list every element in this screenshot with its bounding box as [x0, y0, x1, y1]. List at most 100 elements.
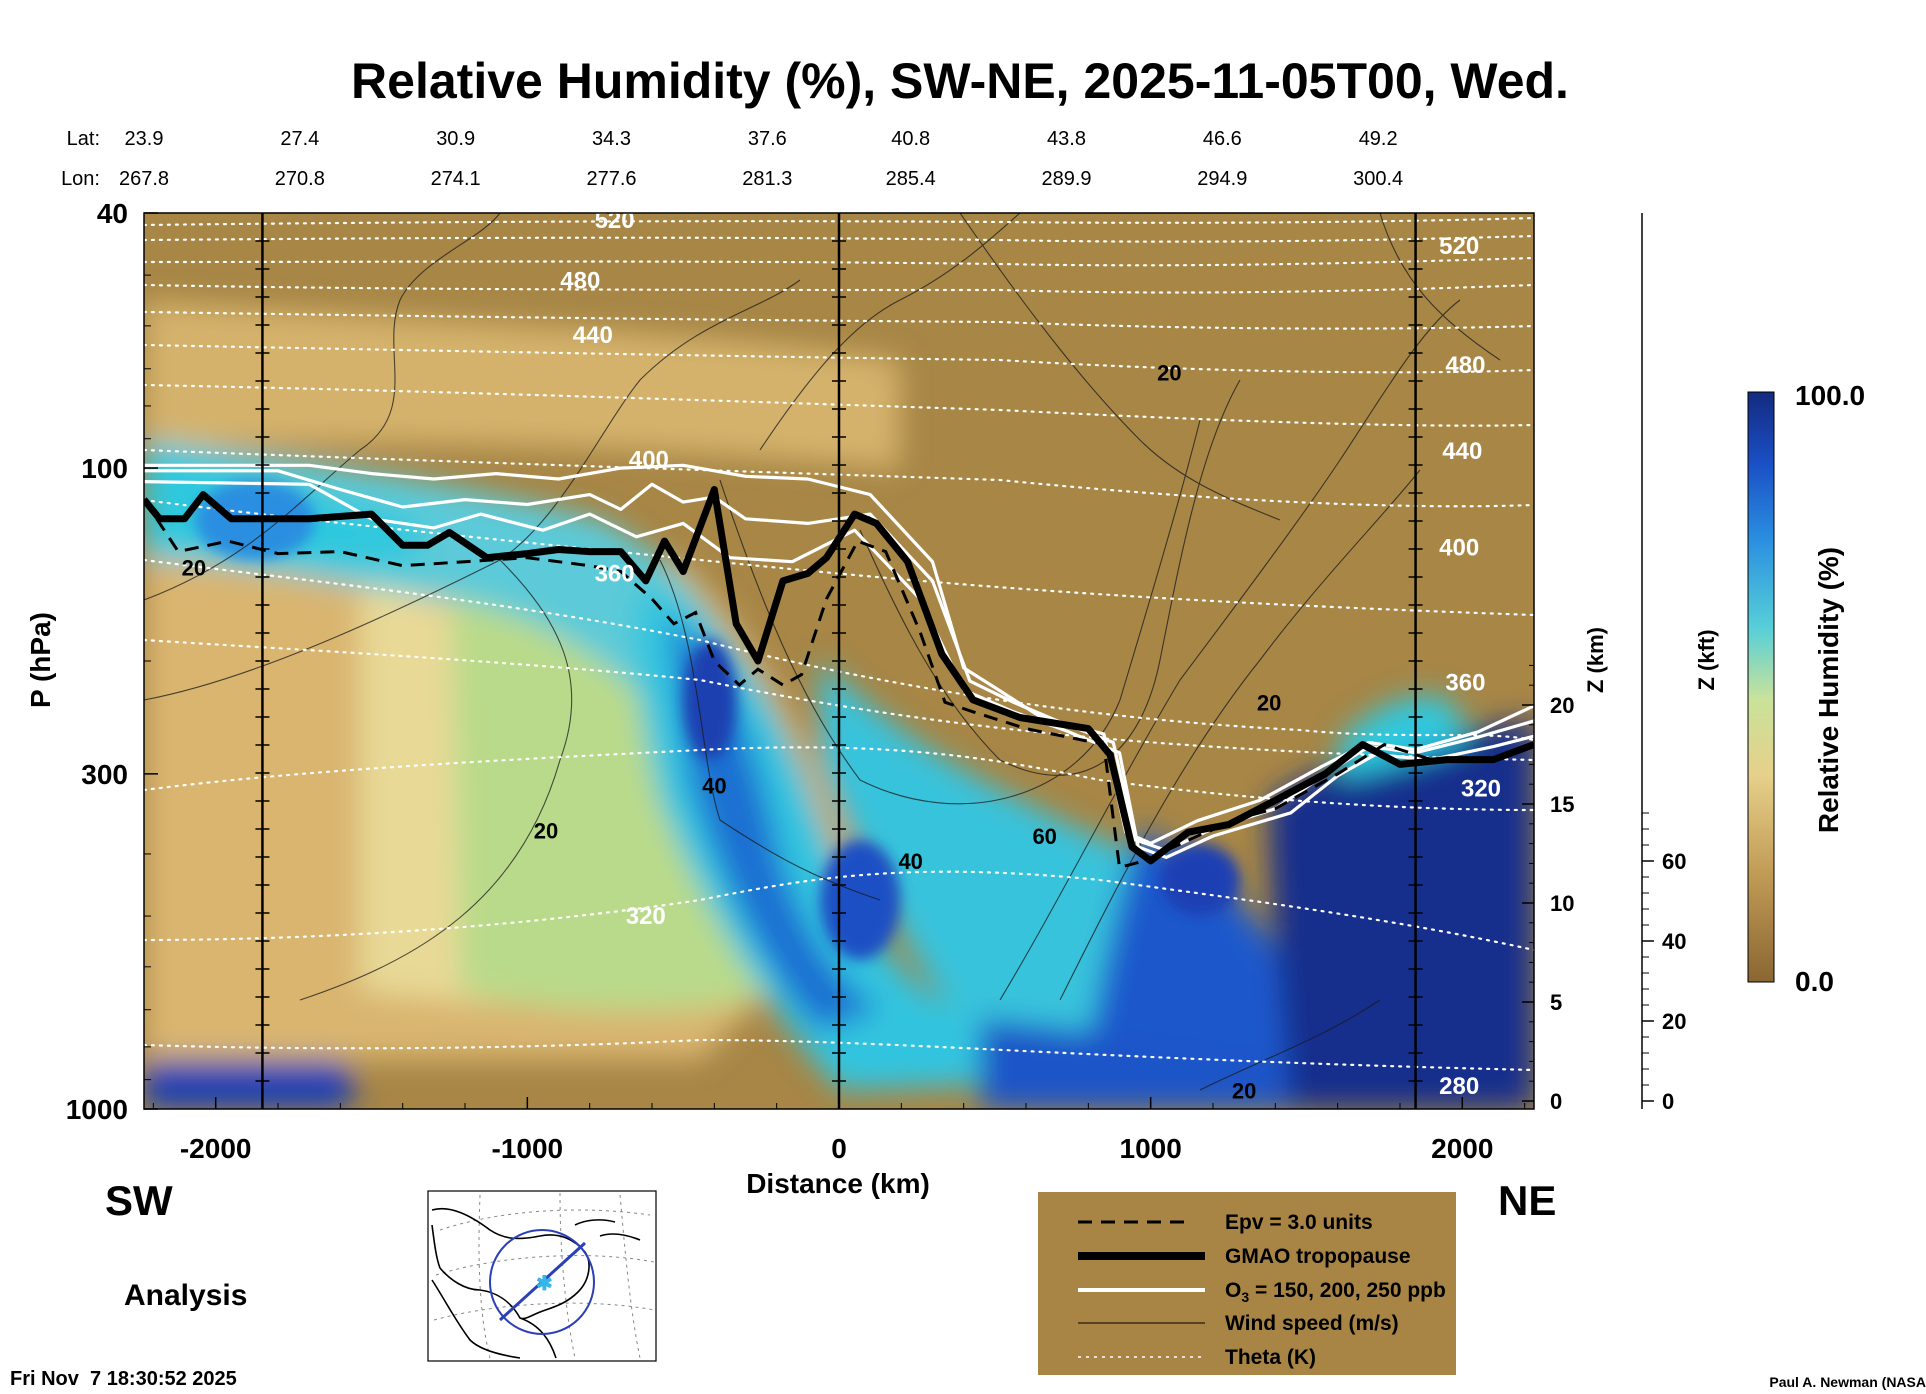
wind-contour-label: 20: [1232, 1078, 1256, 1103]
theta-contour-label: 320: [1461, 775, 1501, 802]
wind-contour-label: 40: [702, 774, 726, 799]
z-km-axis: 20 15 10 5 0: [1522, 664, 1574, 1114]
theta-contour-label: 440: [1442, 438, 1482, 465]
y-axis-label: P (hPa): [25, 612, 56, 708]
x-axis-label: Distance (km): [746, 1168, 930, 1199]
sw-direction-label: SW: [105, 1177, 173, 1224]
humidity-tan-upper: [144, 300, 900, 470]
lat-value: 40.8: [891, 128, 930, 150]
lon-value: 274.1: [431, 168, 481, 190]
lon-value: 267.8: [119, 168, 169, 190]
map-center-marker: ✱: [536, 1273, 553, 1295]
theta-contour-label: 280: [1439, 1073, 1479, 1100]
z-kft-axis-label: Z (kft): [1694, 629, 1719, 690]
wind-contour-label: 20: [1157, 361, 1181, 386]
wind-contour: [659, 559, 881, 901]
colorbar-min-label: 0.0: [1795, 966, 1834, 997]
humidity-navy-patch-mid: [820, 840, 900, 960]
z-kft-axis: 60 40 20 0: [1641, 213, 1686, 1114]
z-kft-tick-label: 40: [1662, 929, 1686, 954]
lat-value: 27.4: [280, 128, 319, 150]
lon-value: 270.8: [275, 168, 325, 190]
y-axis: 40 100 300 1000: [66, 198, 158, 1125]
humidity-surface-blue: [144, 1060, 355, 1109]
lat-lon-rows: 23.9 267.8 27.4 270.8 30.9 274.1 34.3 277.6 37.6…: [119, 128, 1403, 190]
y-tick-label: 300: [81, 759, 128, 790]
lon-value: 300.4: [1353, 168, 1403, 190]
wind-contour-label: 20: [1257, 690, 1281, 715]
wind-contour-label: 40: [898, 849, 922, 874]
theta-contour-label: 360: [1445, 669, 1485, 696]
humidity-navy-patch-center: [684, 640, 736, 760]
wind-contour-label: 20: [182, 556, 206, 581]
lat-value: 37.6: [748, 128, 787, 150]
z-km-axis-label: Z (km): [1583, 627, 1608, 693]
lon-value: 294.9: [1197, 168, 1247, 190]
lat-value: 46.6: [1203, 128, 1242, 150]
y-tick-label: 1000: [66, 1094, 128, 1125]
wind-contour: [144, 213, 501, 601]
chart-title: Relative Humidity (%), SW-NE, 2025-11-05…: [351, 53, 1569, 109]
legend-tropopause-label: GMAO tropopause: [1225, 1245, 1411, 1268]
x-tick-label: 1000: [1120, 1133, 1182, 1164]
theta-contour: [144, 256, 1534, 267]
wind-contour-label: 20: [534, 819, 558, 844]
timestamp: Fri Nov 7 18:30:52 2025: [10, 1368, 237, 1390]
wind-contour-label: 60: [1032, 824, 1056, 849]
lat-label: Lat:: [67, 128, 100, 150]
wind-contour: [959, 213, 1281, 521]
credit: Paul A. Newman (NASA: [1769, 1374, 1926, 1390]
theta-labels: 520 480 440 400 360 320 520 480 440 400 360 320 280: [560, 207, 1501, 1100]
legend-wind-label: Wind speed (m/s): [1225, 1312, 1399, 1335]
legend-ozone-suffix: = 150, 200, 250 ppb: [1249, 1279, 1446, 1302]
theta-contour: [144, 383, 1534, 427]
lon-value: 289.9: [1041, 168, 1091, 190]
z-kft-tick-label: 60: [1662, 849, 1686, 874]
theta-contour-label: 440: [573, 322, 613, 349]
humidity-navy-patch-right: [1160, 844, 1240, 916]
theta-contour: [144, 234, 1534, 243]
wind-contour: [999, 299, 1461, 1001]
wind-contour: [299, 559, 573, 1001]
inset-map: ✱: [427, 1190, 657, 1362]
z-km-tick-label: 0: [1550, 1089, 1562, 1114]
colorbar-title: Relative Humidity (%): [1813, 547, 1844, 833]
theta-contour-label: 400: [629, 447, 669, 474]
theta-contour-label: 480: [1445, 352, 1485, 379]
wind-contour: [719, 419, 1201, 805]
lon-label: Lon:: [61, 168, 100, 190]
theta-contour-label: 520: [595, 207, 635, 234]
map-graticule: [478, 1194, 491, 1359]
z-kft-tick-label: 20: [1662, 1009, 1686, 1034]
humidity-cyan-center: [636, 590, 1100, 1090]
lon-value: 277.6: [586, 168, 636, 190]
map-graticule: [559, 1192, 576, 1359]
x-tick-label: -1000: [492, 1133, 564, 1164]
map-graticule: [439, 1209, 651, 1231]
theta-contour-label: 360: [595, 560, 635, 587]
lat-value: 43.8: [1047, 128, 1086, 150]
y-tick-label: 100: [81, 453, 128, 484]
lat-value: 34.3: [592, 128, 631, 150]
theta-contour: [144, 283, 1534, 294]
wind-contour: [1379, 213, 1501, 361]
x-tick-label: -2000: [180, 1133, 252, 1164]
colorbar-max-label: 100.0: [1795, 380, 1865, 411]
wind-contour: [759, 213, 1021, 451]
x-tick-label: 2000: [1431, 1133, 1493, 1164]
z-km-tick-label: 10: [1550, 891, 1574, 916]
legend-theta-label: Theta (K): [1225, 1346, 1316, 1369]
theta-contour: [144, 448, 1534, 508]
legend-ozone-sub: 3: [1241, 1289, 1249, 1305]
theta-contour: [144, 1038, 1534, 1072]
legend-ozone-label: O3 = 150, 200, 250 ppb: [1225, 1279, 1446, 1305]
wind-contour: [144, 279, 801, 701]
colorbar: [1747, 391, 1775, 983]
theta-contour-label: 400: [1439, 534, 1479, 561]
lat-value: 23.9: [125, 128, 164, 150]
y-tick-label: 40: [97, 198, 128, 229]
theta-contour: [144, 343, 1534, 374]
map-range-circle: [489, 1229, 595, 1335]
humidity-cyan-right-edge: [1340, 696, 1470, 780]
